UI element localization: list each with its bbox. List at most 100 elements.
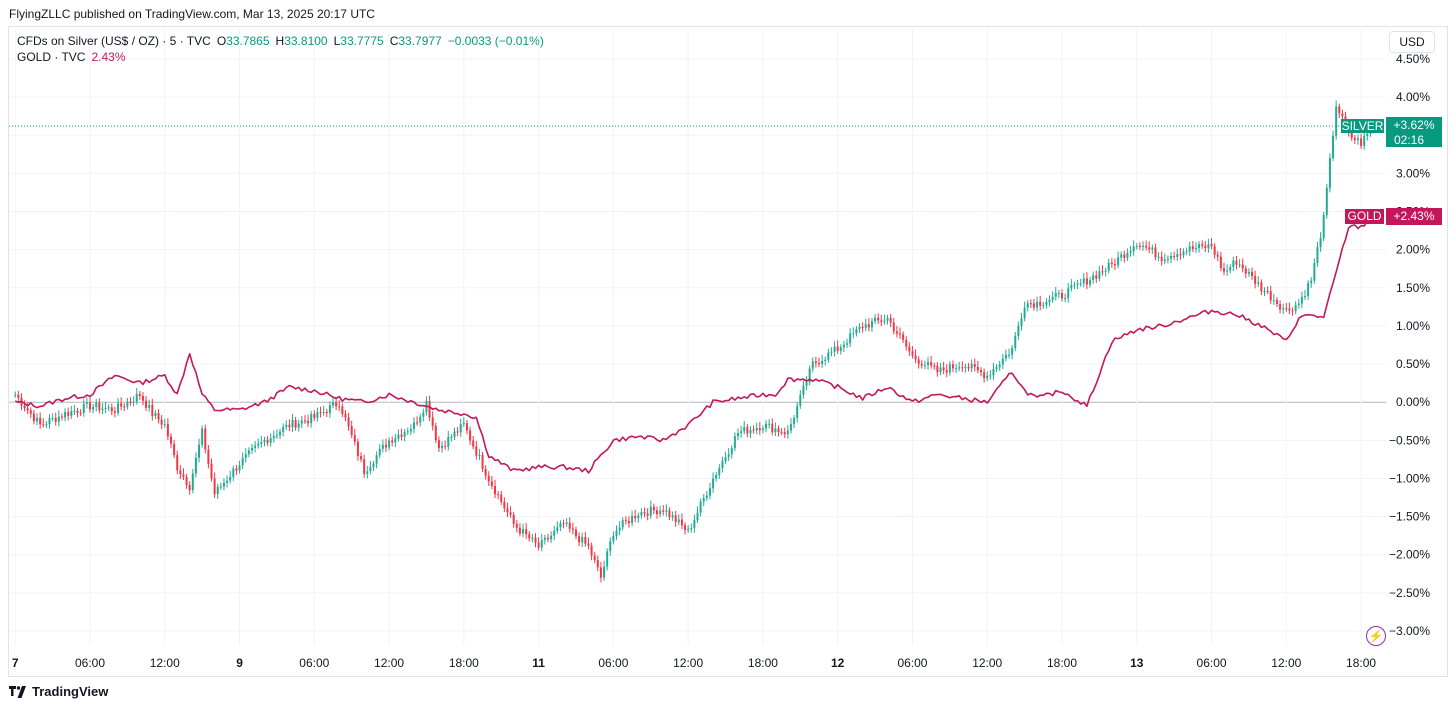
silver-candle-body: [490, 481, 493, 486]
silver-candle-body: [409, 428, 412, 432]
silver-candle-body: [705, 495, 708, 498]
silver-candle-body: [23, 405, 26, 409]
silver-candle-body: [300, 420, 303, 424]
legend-symbol[interactable]: CFDs on Silver (US$ / OZ) · 5 · TVC: [17, 34, 211, 48]
silver-candle-body: [173, 443, 176, 456]
silver-candle-body: [1048, 299, 1051, 302]
silver-candle-body: [235, 468, 238, 471]
silver-candle-body: [297, 423, 300, 428]
silver-candle-body: [176, 455, 179, 471]
y-tick-label: −1.00%: [1389, 471, 1430, 485]
silver-candle-body: [515, 523, 518, 528]
silver-candle-body: [902, 334, 905, 340]
publisher-line: FlyingZLLC published on TradingView.com,…: [9, 7, 375, 21]
silver-candle-body: [646, 513, 649, 516]
silver-candle-body: [247, 450, 250, 455]
tradingview-brand[interactable]: TradingView: [9, 684, 108, 699]
silver-candle-body: [927, 362, 930, 366]
silver-candle-body: [257, 443, 260, 446]
silver-candle-body: [285, 424, 288, 428]
legend-low-label: L: [333, 34, 341, 48]
legend-compare-symbol[interactable]: GOLD · TVC: [17, 50, 86, 64]
silver-candle-body: [899, 333, 901, 335]
silver-candle-body: [827, 352, 830, 360]
silver-candle-body: [948, 364, 951, 373]
silver-candle-body: [126, 401, 129, 407]
silver-candle-body: [428, 401, 431, 418]
silver-candle-body: [372, 463, 375, 468]
silver-candle-body: [1244, 268, 1247, 274]
silver-candle-body: [151, 404, 154, 417]
silver-candle-body: [1360, 138, 1363, 146]
silver-candle-body: [328, 405, 331, 414]
legend-open-label: O: [216, 34, 227, 48]
silver-candle-body: [1138, 246, 1141, 248]
silver-candle-body: [727, 454, 730, 458]
legend-compare-row[interactable]: GOLD · TVC 2.43%: [17, 49, 544, 65]
silver-candle-body: [780, 431, 783, 433]
y-tick-label: 0.50%: [1396, 357, 1430, 371]
silver-candle-body: [113, 411, 116, 413]
silver-candle-body: [1257, 282, 1260, 284]
silver-candle-body: [715, 475, 718, 479]
x-tick-label: 12:00: [150, 656, 180, 670]
silver-candle-body: [279, 431, 282, 436]
silver-candle-body: [1026, 303, 1029, 308]
silver-candle-body: [892, 322, 895, 332]
silver-candle-body: [1226, 270, 1229, 272]
x-tick-label: 18:00: [748, 656, 778, 670]
silver-candle-body: [26, 408, 29, 411]
silver-candle-body: [1266, 291, 1269, 293]
silver-candle-body: [1191, 246, 1194, 250]
silver-candle-body: [568, 522, 571, 529]
silver-candle-body: [191, 473, 194, 491]
silver-candle-body: [575, 529, 577, 537]
silver-candle-body: [29, 410, 32, 414]
x-tick-label: 12:00: [673, 656, 703, 670]
silver-candle-body: [135, 393, 138, 402]
y-tick-label: 3.00%: [1396, 166, 1430, 180]
silver-candle-body: [344, 413, 347, 418]
silver-candle-body: [665, 510, 668, 512]
silver-candle-body: [141, 395, 144, 401]
silver-candle-body: [444, 445, 447, 447]
y-tick-label: −1.50%: [1389, 510, 1430, 524]
silver-candle-body: [1279, 304, 1282, 310]
silver-candle-body: [674, 515, 677, 523]
silver-candle-body: [419, 416, 422, 423]
silver-candle-body: [783, 432, 786, 435]
silver-candle-body: [917, 359, 920, 365]
silver-candle-body: [1210, 244, 1213, 247]
silver-candle-body: [980, 370, 982, 373]
silver-candle-body: [1020, 318, 1023, 327]
y-tick-label: −2.00%: [1389, 548, 1430, 562]
silver-candle-body: [1247, 271, 1250, 274]
silver-candle-body: [475, 446, 478, 456]
silver-candle-body: [690, 528, 693, 530]
silver-candle-body: [166, 424, 169, 437]
silver-candle-body: [325, 412, 328, 414]
silver-candle-body: [478, 454, 481, 456]
silver-candle-body: [839, 347, 842, 351]
legend-close-value: 33.7977: [398, 34, 442, 48]
silver-candle-body: [260, 441, 263, 444]
y-tick-label: 4.00%: [1396, 90, 1430, 104]
silver-candle-body: [531, 537, 534, 539]
silver-candle-body: [1045, 301, 1048, 305]
silver-candle-body: [1350, 131, 1353, 138]
silver-candle-body: [512, 514, 515, 524]
lightning-icon[interactable]: ⚡: [1366, 626, 1386, 646]
silver-candle-body: [1229, 267, 1232, 271]
silver-candle-body: [76, 410, 79, 413]
currency-button[interactable]: USD: [1389, 31, 1435, 53]
silver-candle-body: [210, 463, 213, 479]
silver-candle-body: [1113, 264, 1116, 266]
silver-candle-body: [1054, 293, 1057, 297]
legend-main-row[interactable]: CFDs on Silver (US$ / OZ) · 5 · TVC O 33.…: [17, 33, 544, 49]
silver-candle-body: [129, 401, 132, 403]
silver-candle-body: [914, 355, 917, 360]
brand-name: TradingView: [32, 684, 109, 699]
silver-candle-body: [241, 457, 244, 466]
silver-candle-body: [631, 515, 634, 524]
